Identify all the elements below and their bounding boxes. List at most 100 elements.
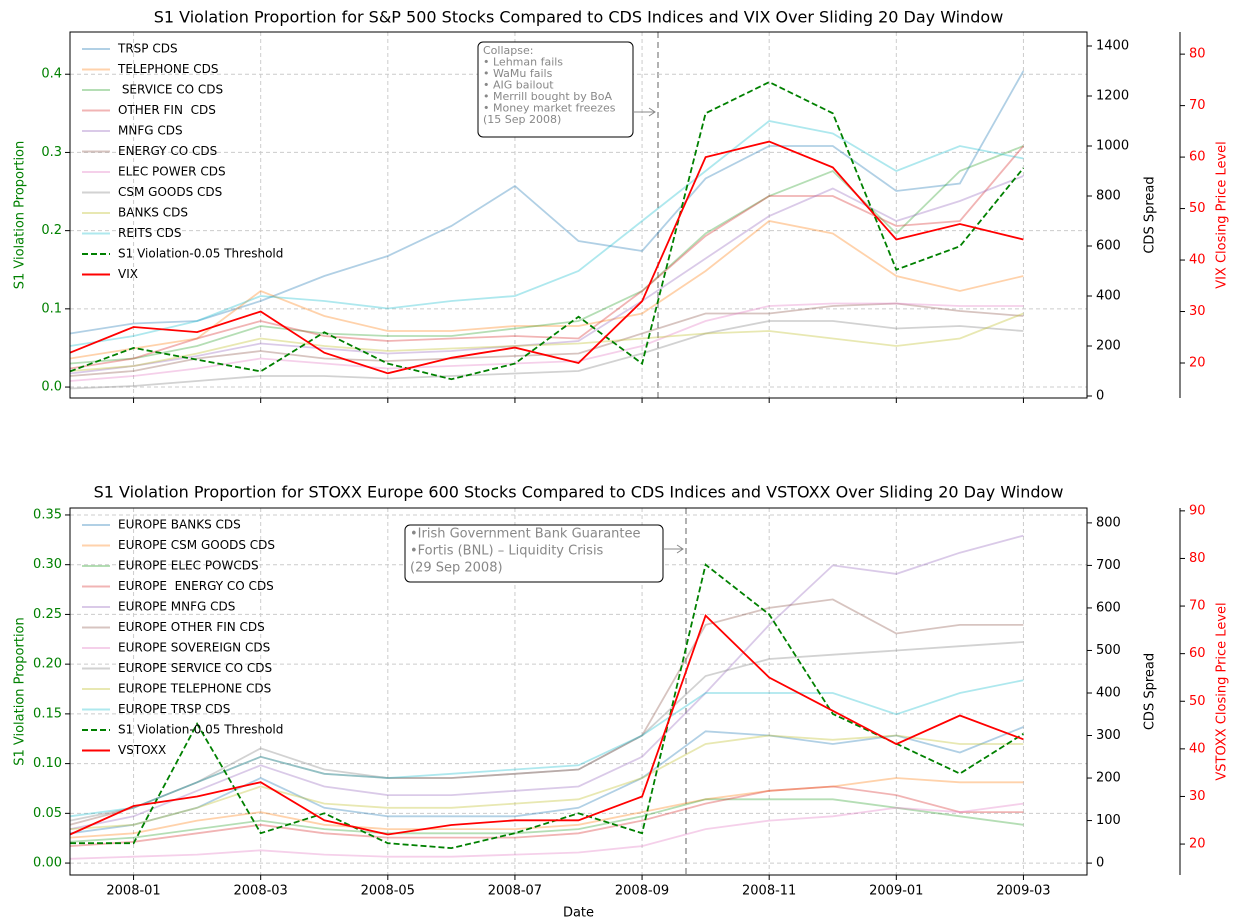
y-tick-label: 0.20 [33,657,62,672]
x-tick-label: 2009-03 [996,884,1050,899]
y2-tick-label: 1400 [1096,39,1129,54]
legend-label: VIX [118,267,138,281]
legend-label: EUROPE MNFG CDS [118,600,235,614]
legend-label: CSM GOODS CDS [118,185,222,199]
series-line [69,302,1024,382]
x-tick-label: 2008-03 [234,884,288,899]
series-line [69,81,1025,381]
annotation-text: • Lehman fails [483,56,563,69]
y3-tick-label: 70 [1189,98,1206,113]
y2-tick-label: 800 [1096,189,1121,204]
legend-label: SERVICE CO CDS [118,83,223,97]
y-tick-label: 0.3 [41,145,62,160]
y2-tick-label: 600 [1096,239,1121,254]
annotation-text: (15 Sep 2008) [483,113,561,126]
plot-frame [69,31,1088,399]
y3-tick-label: 40 [1189,741,1206,756]
legend-label: EUROPE OTHER FIN CDS [118,620,265,634]
series-line [69,120,1024,347]
legend-label: BANKS CDS [118,206,188,220]
legend-label: S1 Violation-0.05 Threshold [118,723,283,737]
y2-tick-label: 200 [1096,339,1121,354]
series-line [69,679,1024,818]
legend-label: ENERGY CO CDS [118,144,217,158]
series-line [69,220,1024,360]
legend-label: EUROPE TRSP CDS [118,702,230,716]
series-line [69,598,1024,826]
y2-tick-label: 0 [1096,856,1104,871]
x-tick-label: 2008-11 [742,884,796,899]
y3-tick-label: 60 [1189,646,1206,661]
y2-tick-label: 400 [1096,685,1121,700]
y-tick-label: 0.05 [33,806,62,821]
y3-axis-label: VIX Closing Price Level [1215,141,1230,289]
legend-label: EUROPE BANKS CDS [118,518,241,532]
series-line [69,802,1024,860]
annotation-text: • AIG bailout [483,79,554,92]
legend-label: ELEC POWER CDS [118,165,226,179]
series-line [69,140,1024,375]
y-tick-label: 0.35 [33,507,62,522]
y3-tick-label: 20 [1189,355,1206,370]
y2-tick-label: 700 [1096,558,1121,573]
series-line [69,312,1024,372]
legend-label: OTHER FIN CDS [118,103,216,117]
x-axis-label: Date [563,906,594,921]
y-tick-label: 0.2 [41,223,62,238]
chart-title: S1 Violation Proportion for STOXX Europe… [94,483,1064,502]
legend-label: EUROPE SERVICE CO CDS [118,661,272,675]
y3-tick-label: 60 [1189,150,1206,165]
y-tick-label: 0.1 [41,301,62,316]
annotation-text: •Irish Government Bank Guarantee [410,527,641,542]
legend-label: S1 Violation-0.05 Threshold [118,247,283,261]
series-line [69,70,1025,335]
x-tick-label: 2008-09 [615,884,669,899]
series-line [69,145,1025,370]
y-tick-label: 0.15 [33,706,62,721]
legend-label: REITS CDS [118,226,181,240]
series-line [69,641,1024,822]
x-tick-label: 2008-05 [361,884,415,899]
y-tick-label: 0.30 [33,557,62,572]
plot-frame [69,507,1088,876]
y3-tick-label: 50 [1189,694,1206,709]
y3-tick-label: 20 [1189,837,1206,852]
y2-tick-label: 800 [1096,515,1121,530]
annotation-text: • Money market freezes [483,102,616,115]
x-tick-label: 2009-01 [869,884,923,899]
annotation-text: • WaMu fails [483,67,553,80]
y3-tick-label: 80 [1189,47,1206,62]
y2-tick-label: 300 [1096,728,1121,743]
y2-tick-label: 200 [1096,771,1121,786]
series-line [69,798,1024,843]
y-axis-label: S1 Violation Proportion [13,617,28,766]
legend-label: EUROPE CSM GOODS CDS [118,538,275,552]
annotation-arrowhead [648,107,656,117]
y2-axis-label: CDS Spread [1143,653,1158,730]
annotation-box [404,524,664,583]
annotation-text: Collapse: [483,44,533,57]
series-line [69,734,1024,830]
series-line [69,777,1024,839]
y3-tick-label: 70 [1189,599,1206,614]
series-line [69,320,1024,390]
legend-label: TELEPHONE CDS [117,62,219,76]
series-line [69,613,1024,836]
y2-tick-label: 600 [1096,600,1121,615]
legend-label: MNFG CDS [118,124,183,138]
y-tick-label: 0.0 [41,380,62,395]
legend-label: VSTOXX [118,743,166,757]
annotation-text: •Fortis (BNL) – Liquidity Crisis [410,544,604,559]
legend-label: TRSP CDS [117,42,178,56]
y2-tick-label: 400 [1096,289,1121,304]
y3-axis-label: VSTOXX Closing Price Level [1215,602,1230,780]
x-tick-label: 2008-01 [106,884,160,899]
legend-label: EUROPE TELEPHONE CDS [118,682,271,696]
y2-tick-label: 0 [1096,389,1104,404]
annotation-text: (29 Sep 2008) [410,561,503,576]
annotation-text: • Merrill bought by BoA [483,90,612,103]
y-axis-label: S1 Violation Proportion [13,141,28,290]
x-tick-label: 2008-07 [488,884,542,899]
y3-tick-label: 30 [1189,304,1206,319]
